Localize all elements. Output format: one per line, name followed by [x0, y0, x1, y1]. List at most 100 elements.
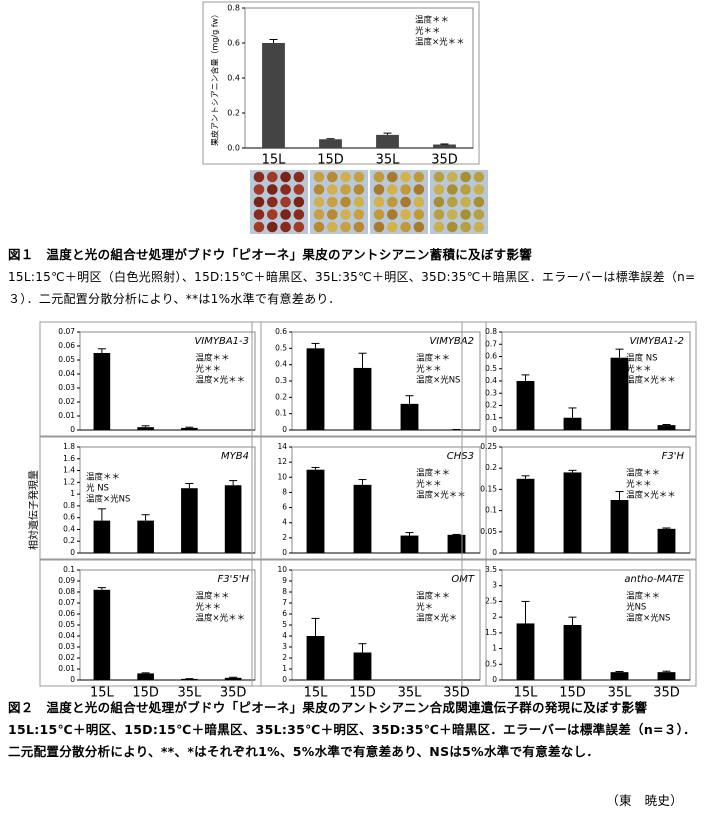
bar: [447, 534, 466, 553]
grape: [253, 221, 265, 233]
grape: [460, 196, 471, 208]
annotation: 温度×光＊＊: [626, 490, 676, 501]
chart-title: F3'5'H: [218, 574, 250, 585]
y-tick-label: 0.02: [58, 653, 75, 662]
grape: [267, 221, 278, 233]
x-tick-label: 35L: [608, 686, 633, 701]
y-tick-label: 0.2: [63, 536, 75, 545]
y-tick-label: 1: [70, 489, 75, 498]
grape: [400, 171, 411, 183]
x-tick-label: 35L: [376, 153, 401, 168]
panel-frame: [39, 321, 262, 437]
x-tick-label: 35D: [443, 686, 470, 701]
error-bar: [521, 600, 530, 624]
y-tick-label: 0.05: [480, 527, 497, 536]
x-tick-label: 15D: [559, 686, 586, 701]
y-tick-label: 6: [282, 609, 287, 618]
error-bar: [440, 143, 449, 145]
y-tick-label: 0.6: [485, 352, 497, 361]
error-bar: [97, 348, 106, 353]
grape: [400, 184, 411, 195]
y-tick-label: 9: [282, 576, 287, 585]
error-bar: [615, 491, 624, 500]
grape: [313, 171, 325, 183]
x-tick-label: 35D: [431, 153, 458, 168]
annotation: 温度＊＊: [416, 468, 450, 479]
y-axis-label: 相対遺伝子発現量: [27, 470, 40, 550]
grape: [447, 184, 458, 195]
annotation: 温度＊＊: [416, 353, 450, 364]
grape: [373, 171, 385, 183]
grape: [387, 221, 398, 233]
y-tick-label: 0.03: [58, 383, 75, 392]
grape: [447, 171, 458, 183]
bar: [516, 623, 535, 680]
bar: [319, 139, 342, 148]
annotation: 温度＊＊: [196, 591, 230, 602]
y-tick-label: 10: [277, 472, 287, 481]
grape: [253, 184, 265, 195]
annotation: 温度×光＊＊: [416, 490, 466, 501]
bar: [400, 403, 419, 430]
grape: [293, 209, 305, 220]
bar: [657, 528, 676, 553]
y-tick-label: 0: [492, 425, 497, 434]
y-tick-label: 0: [492, 548, 497, 557]
annotation: 温度＊＊: [416, 591, 450, 602]
chart-title: VIMYBA2: [429, 336, 474, 347]
grape: [313, 221, 325, 233]
annotation: 光 NS: [86, 483, 109, 494]
panel-frame: [251, 559, 487, 687]
error-bar: [311, 466, 320, 470]
error-bar: [662, 423, 671, 426]
y-tick-label: 0.5: [485, 364, 497, 373]
annotation: 温度×光NS: [626, 613, 670, 624]
grape: [373, 209, 385, 220]
annotation: 温度×光＊: [416, 613, 457, 624]
x-tick-label: 35D: [653, 686, 680, 701]
y-tick-label: 1.5: [485, 628, 497, 637]
panel-frame: [251, 321, 487, 437]
grape: [280, 184, 291, 195]
y-tick-label: 8: [282, 587, 287, 596]
x-tick-label: 15L: [514, 686, 539, 701]
grape: [293, 196, 305, 208]
grape: [373, 184, 385, 195]
panel-frame: [39, 436, 262, 560]
y-tick-label: 0: [492, 675, 497, 684]
author: （東 暁史）: [606, 793, 683, 808]
y-tick-label: 0.15: [480, 484, 497, 493]
grape: [473, 196, 485, 208]
error-bar: [141, 672, 150, 674]
y-tick-label: 2: [282, 533, 287, 542]
grape: [387, 196, 398, 208]
grape: [433, 221, 445, 233]
y-tick-label: 1.6: [63, 454, 75, 463]
y-tick-label: 0.6: [227, 39, 240, 48]
bar: [181, 678, 198, 680]
y-tick-label: 6: [282, 503, 287, 512]
y-tick-label: 0.3: [275, 376, 287, 385]
bar: [93, 520, 111, 553]
y-tick-label: 0: [70, 425, 75, 434]
bar: [353, 367, 372, 430]
grape: [353, 171, 365, 183]
y-tick-label: 4: [282, 518, 287, 527]
annotation: 光＊＊: [415, 26, 441, 37]
caption-title: 図１ 温度と光の組合せ処理がブドウ「ピオーネ」果皮のアントシアニン蓄積に及ぼす影…: [8, 247, 533, 262]
y-tick-label: 0.6: [63, 513, 75, 522]
bar: [181, 488, 198, 553]
y-tick-label: 0.07: [58, 327, 75, 336]
y-tick-label: 0.01: [58, 411, 75, 420]
x-tick-label: 15L: [304, 686, 329, 701]
error-bar: [229, 480, 238, 486]
grape: [447, 196, 458, 208]
error-bar: [97, 508, 106, 521]
grape: [473, 209, 485, 220]
grape: [327, 184, 338, 195]
grape: [280, 221, 291, 233]
bar: [224, 485, 242, 553]
chart-title: VIMYBA1-2: [629, 336, 684, 347]
y-tick-label: 3: [282, 642, 287, 651]
